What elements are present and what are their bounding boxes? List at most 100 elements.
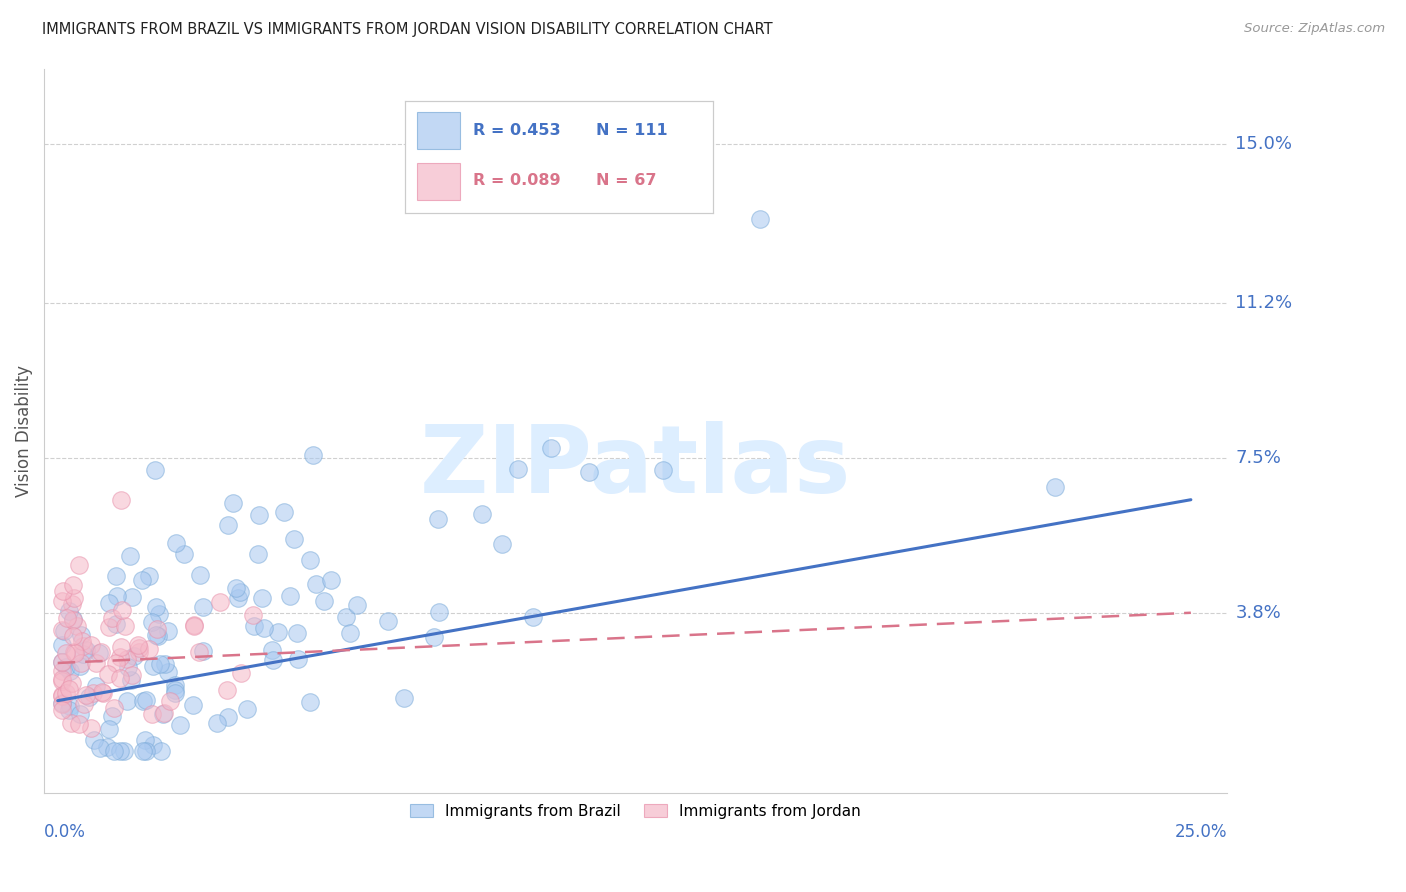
Point: [142, 738, 165, 752]
Point: [138, 569, 160, 583]
Point: [84, 679, 107, 693]
Point: [132, 693, 155, 707]
Point: [58, 681, 80, 696]
Point: [75, 689, 97, 703]
Point: [135, 744, 157, 758]
Point: [62, 612, 84, 626]
Point: [97, 667, 120, 681]
Point: [96, 739, 118, 754]
Point: [100, 709, 122, 723]
Point: [267, 624, 290, 639]
Point: [165, 536, 187, 550]
Point: [65, 646, 87, 660]
Point: [67, 558, 90, 572]
Point: [72, 640, 94, 654]
Point: [62, 613, 84, 627]
Point: [319, 573, 342, 587]
Point: [217, 682, 239, 697]
Point: [108, 744, 131, 758]
Point: [134, 733, 156, 747]
Point: [273, 506, 295, 520]
Point: [302, 448, 325, 462]
Point: [51, 703, 73, 717]
Point: [104, 656, 127, 670]
Point: [105, 617, 128, 632]
Point: [97, 723, 120, 737]
Point: [114, 744, 136, 758]
Text: Source: ZipAtlas.com: Source: ZipAtlas.com: [1244, 22, 1385, 36]
Point: [749, 212, 772, 227]
Point: [146, 622, 169, 636]
Point: [114, 618, 136, 632]
Point: [163, 686, 186, 700]
Point: [79, 721, 101, 735]
Point: [1043, 480, 1066, 494]
Point: [193, 599, 215, 614]
Point: [72, 647, 94, 661]
Point: [58, 699, 80, 714]
Point: [312, 594, 335, 608]
Point: [115, 694, 138, 708]
Point: [217, 517, 239, 532]
Point: [70, 657, 93, 671]
Point: [62, 676, 84, 690]
Point: [103, 700, 125, 714]
Point: [91, 685, 114, 699]
Point: [51, 674, 73, 689]
Point: [262, 653, 284, 667]
Point: [69, 658, 91, 673]
Text: ZIPatlas: ZIPatlas: [420, 421, 851, 513]
Point: [242, 608, 264, 623]
Point: [108, 671, 131, 685]
Point: [98, 596, 121, 610]
Point: [226, 591, 249, 605]
Point: [217, 710, 239, 724]
Point: [183, 618, 205, 632]
Point: [652, 462, 675, 476]
Point: [62, 645, 84, 659]
Point: [522, 610, 544, 624]
Point: [105, 569, 128, 583]
Point: [377, 615, 399, 629]
Point: [55, 660, 77, 674]
Point: [51, 656, 73, 670]
Point: [235, 702, 257, 716]
Point: [247, 508, 270, 522]
Point: [51, 696, 73, 710]
Point: [51, 697, 73, 711]
Point: [55, 686, 77, 700]
Point: [66, 618, 89, 632]
Point: [188, 644, 211, 658]
Point: [70, 628, 93, 642]
Point: [62, 629, 84, 643]
Text: 0.0%: 0.0%: [44, 823, 86, 841]
Point: [82, 686, 104, 700]
Point: [247, 547, 270, 561]
Legend: Immigrants from Brazil, Immigrants from Jordan: Immigrants from Brazil, Immigrants from …: [404, 797, 868, 825]
Point: [72, 697, 94, 711]
Text: 11.2%: 11.2%: [1236, 294, 1292, 312]
Point: [191, 644, 214, 658]
Point: [117, 652, 139, 666]
Point: [427, 605, 450, 619]
Point: [59, 664, 82, 678]
Point: [51, 638, 73, 652]
Point: [305, 576, 328, 591]
Point: [132, 744, 155, 758]
Point: [207, 715, 229, 730]
Point: [339, 626, 361, 640]
Point: [506, 461, 529, 475]
Point: [97, 620, 120, 634]
Point: [208, 595, 231, 609]
Point: [141, 706, 163, 721]
Point: [152, 706, 174, 721]
Point: [149, 744, 172, 758]
Point: [131, 573, 153, 587]
Point: [51, 664, 73, 678]
Point: [110, 640, 132, 654]
Point: [55, 646, 77, 660]
Point: [153, 657, 176, 671]
Point: [169, 718, 191, 732]
Point: [346, 598, 368, 612]
Point: [165, 678, 187, 692]
